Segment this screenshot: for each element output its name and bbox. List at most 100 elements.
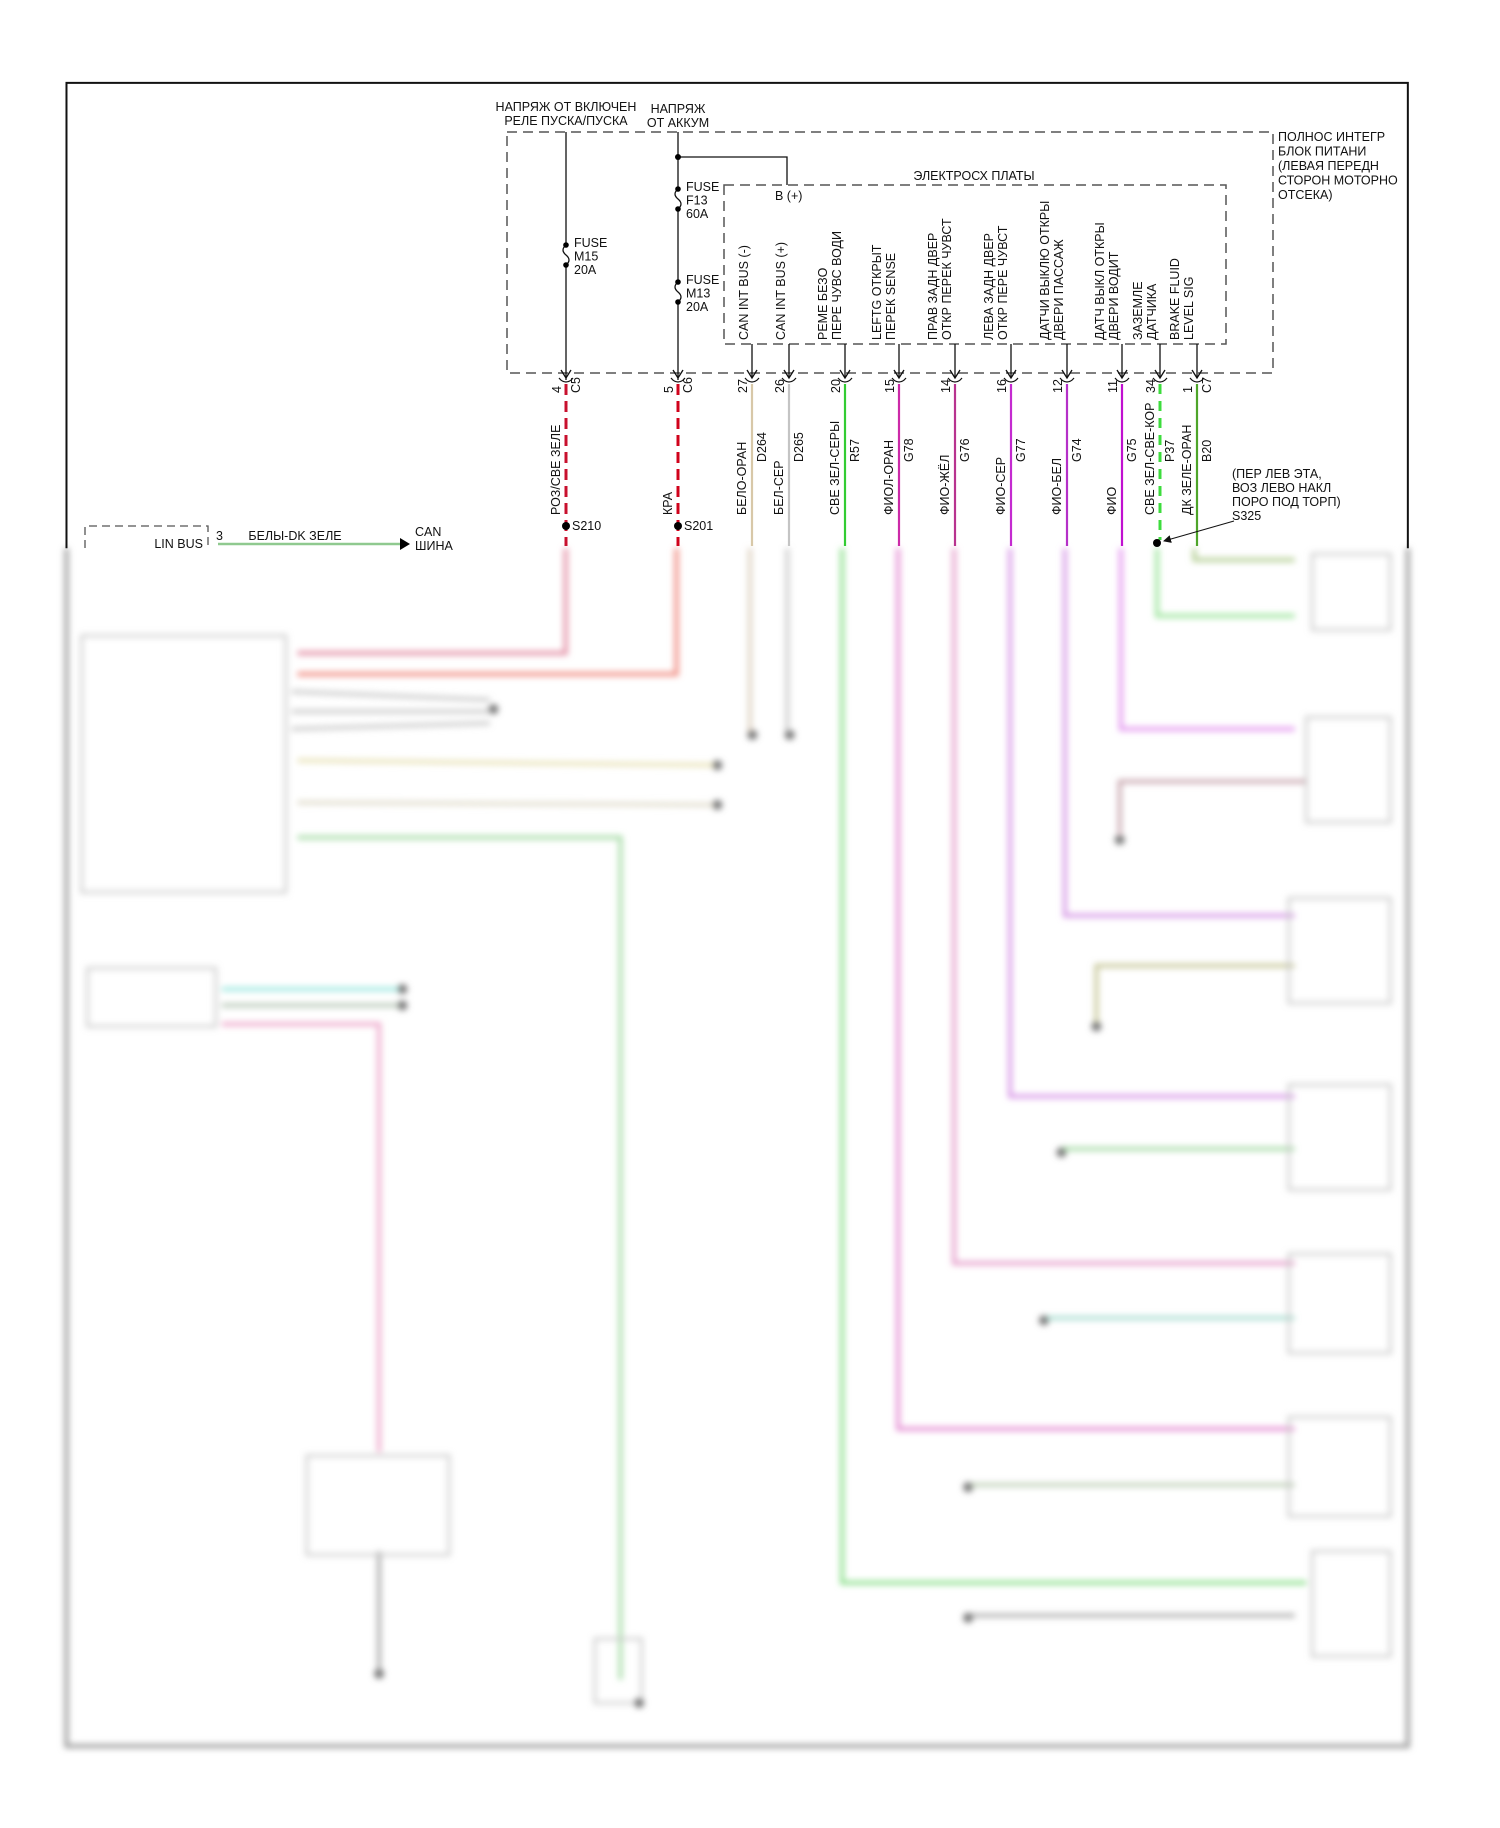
fuse-label: FUSE (686, 180, 719, 194)
obscured-ground-dot (712, 799, 723, 810)
obscured-component (1305, 716, 1392, 824)
circuit-code: G75 (1125, 438, 1139, 462)
pin-function-label: LEVEL SIG (1182, 277, 1196, 340)
fuse-terminal (675, 186, 681, 192)
connector-arrow-icon (672, 369, 684, 380)
obscured-wire (1062, 548, 1295, 918)
pin-function-label: ДВЕРИ ПАССАЖ (1052, 239, 1066, 340)
wire-color-label: БЕЛЫ-DK ЗЕЛЕ (248, 529, 341, 543)
obscured-ground-dot (963, 1482, 974, 1493)
fuse-terminal (675, 206, 681, 212)
circuit-code: B20 (1200, 440, 1214, 462)
splice-location-label: (ПЕР ЛЕВ ЭТА, (1232, 467, 1322, 481)
power-block-label: (ЛЕВАЯ ПЕРЕДН (1278, 159, 1379, 173)
splice-dot (674, 522, 682, 530)
wire-color-label: БЕЛО-ОРАН (735, 442, 749, 515)
fuse-label: 20A (686, 300, 709, 314)
obscured-component (305, 1454, 451, 1557)
obscured-wire (291, 721, 490, 731)
arrow-icon (400, 538, 410, 550)
connector-arrow-icon (560, 369, 572, 380)
obscured-ground-dot (1038, 1315, 1049, 1326)
pin-function-label: ДВЕРИ ВОДИТ (1107, 251, 1121, 340)
fuse-label: FUSE (574, 236, 607, 250)
obscured-component (1287, 1252, 1392, 1355)
pin-number: 27 (736, 379, 750, 393)
leader-arrow (1163, 520, 1235, 543)
fuse-label: 60A (686, 207, 709, 221)
pin-function-label: ДАТЧИКА (1145, 283, 1159, 340)
connector-socket-icon (781, 377, 797, 383)
circuit-code: D264 (755, 432, 769, 462)
connector-socket-icon (1189, 377, 1205, 383)
obscured-wire (1118, 548, 1295, 731)
circuit-board-label: ЭЛЕКТРОСХ ПЛАТЫ (913, 169, 1034, 183)
fuse-terminal (563, 262, 569, 268)
power-block-label: ОТСЕКА) (1278, 188, 1333, 202)
connector-socket-icon (1003, 377, 1019, 383)
ignition-feed-label: НАПРЯЖ ОТ ВКЛЮЧЕН (496, 100, 637, 114)
connector-socket-icon (558, 377, 574, 383)
fuse-label: 20A (574, 263, 597, 277)
pin-function-label: CAN INT BUS (-) (737, 245, 751, 340)
destination-label: CAN (415, 525, 441, 539)
connector-arrow-icon (1116, 369, 1128, 380)
connector-arrow-icon (1005, 369, 1017, 380)
circuit-code: D265 (792, 432, 806, 462)
obscured-wire (1192, 548, 1295, 562)
pin-function-label: ДАТЧ ВЫКЛ ОТКРЫ (1093, 222, 1107, 340)
wire-color-label: СВЕ ЗЕЛ-СВЕ-КОР (1143, 403, 1157, 516)
pin-number: 11 (1106, 380, 1120, 393)
fuse-icon (562, 244, 570, 266)
obscured-wire (952, 548, 1295, 1266)
connector-socket-icon (837, 377, 853, 383)
connector-arrow-icon (893, 369, 905, 380)
connector-id: C5 (569, 377, 583, 393)
frame-bottom (64, 548, 1410, 1749)
pin-number: 16 (995, 379, 1009, 393)
obscured-component (1310, 552, 1392, 632)
connector-socket-icon (1059, 377, 1075, 383)
junction-dot (675, 154, 681, 160)
obscured-lower-diagram (64, 548, 1410, 1749)
pin-number: 20 (829, 379, 843, 393)
connector-socket-icon (891, 377, 907, 383)
power-block-label: СТОРОН МОТОРНО (1278, 174, 1398, 188)
fuse-terminal (675, 299, 681, 305)
obscured-ground-dot (1114, 834, 1125, 845)
obscured-wire (840, 548, 1307, 1585)
obscured-ground-dot (747, 729, 758, 740)
splice-dot (562, 522, 570, 530)
pin-number: 1 (1181, 386, 1195, 393)
pin-number: 14 (939, 379, 953, 393)
pin-number: 3 (216, 529, 223, 543)
pin-number: 26 (773, 379, 787, 393)
wire-color-label: ФИО-ЖЁЛ (938, 455, 952, 515)
splice-location-label: ПОРО ПОД ТОРП) (1232, 495, 1341, 509)
obscured-ground-dot (374, 1668, 385, 1679)
fuse-label: F13 (686, 194, 708, 208)
obscured-wire (297, 548, 679, 677)
circuit-code: G78 (902, 438, 916, 462)
obscured-component (80, 634, 288, 894)
wire-color-label: ДК ЗЕЛЕ-ОРАН (1180, 425, 1194, 515)
wire-color-label: ФИО-БЕЛ (1050, 458, 1064, 515)
pin-number: 4 (550, 386, 564, 393)
obscured-ground-dot (1056, 1147, 1067, 1158)
pin-function-label: ДАТЧИ ВЫКЛЮ ОТКРЫ (1038, 201, 1052, 340)
connector-socket-icon (670, 377, 686, 383)
pin-function-label: CAN INT BUS (+) (774, 242, 788, 340)
pin-number: 5 (662, 386, 676, 393)
fuse-icon (674, 281, 682, 303)
obscured-ground-dot (784, 729, 795, 740)
circuit-code: G76 (958, 438, 972, 462)
circuit-code: P37 (1163, 440, 1177, 462)
fuse-icon (674, 188, 682, 210)
obscured-ground-dot (1091, 1021, 1102, 1032)
obscured-wire (1008, 548, 1295, 1099)
pin-function-label: ОТКР ПЕРЕ ЧУВСТ (996, 225, 1010, 340)
circuit-code: R57 (848, 439, 862, 462)
splice-label: S201 (684, 519, 713, 533)
battery-feed-label: НАПРЯЖ (651, 102, 706, 116)
